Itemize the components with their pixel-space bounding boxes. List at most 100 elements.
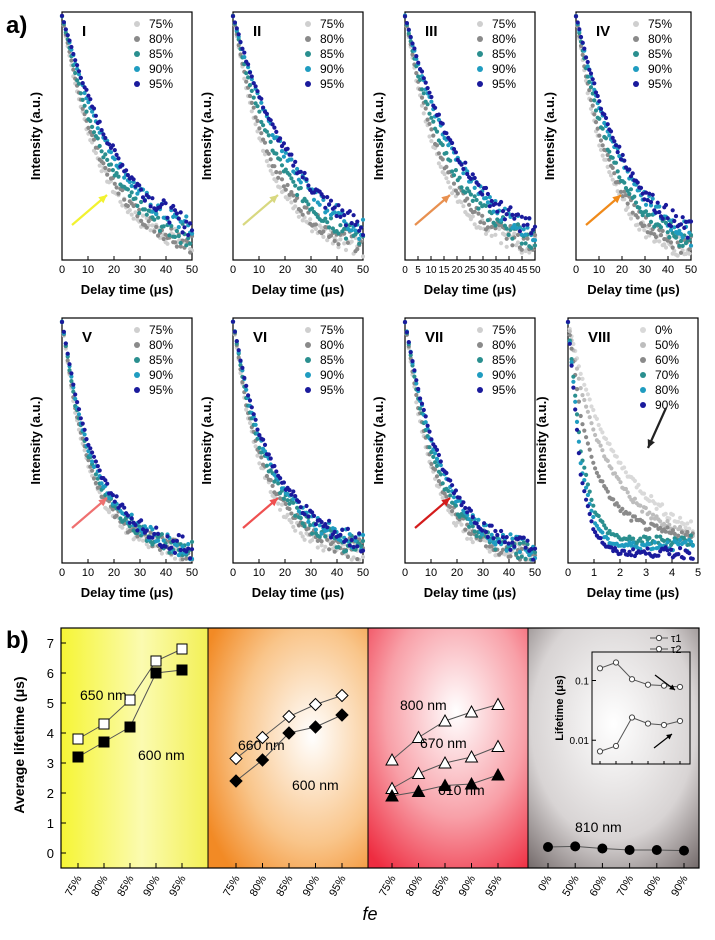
decay-point <box>614 501 619 506</box>
x-tick-label: 40 <box>160 567 172 579</box>
legend-label: 85% <box>149 47 173 61</box>
decay-point <box>515 212 521 217</box>
decay-point <box>607 133 612 138</box>
decay-point <box>427 429 432 434</box>
decay-point <box>605 122 610 127</box>
decay-point <box>622 189 627 194</box>
data-point <box>570 841 581 852</box>
decay-point <box>283 167 288 172</box>
series-90pct <box>565 319 695 561</box>
decay-point <box>585 59 590 65</box>
decay-point <box>585 392 591 397</box>
legend-label: 95% <box>320 383 344 397</box>
series-95pct <box>402 320 538 562</box>
decay-point <box>640 191 645 196</box>
decay-point <box>650 512 656 517</box>
series-label: 800 nm <box>400 697 447 713</box>
decay-point <box>293 183 298 188</box>
decay-point <box>112 157 117 162</box>
decay-point <box>178 240 183 246</box>
decay-point <box>255 118 260 123</box>
decay-point <box>146 195 151 200</box>
x-tick-label: 95% <box>327 873 349 898</box>
decay-point <box>476 517 481 522</box>
decay-point <box>91 106 97 111</box>
decay-point <box>635 222 640 227</box>
decay-panel-viii: VIII Intensity (a.u.) Delay time (μs) 0 1 2 3 4… <box>534 317 701 600</box>
decay-point <box>412 374 417 379</box>
decay-point <box>663 529 668 534</box>
decay-point <box>643 505 648 511</box>
decay-point <box>84 87 89 92</box>
decay-point <box>663 245 669 250</box>
decay-point <box>670 528 676 533</box>
legend-marker <box>633 21 639 27</box>
decay-point <box>306 202 311 207</box>
decay-point <box>489 233 494 238</box>
decay-point <box>171 538 176 544</box>
decay-point <box>321 229 326 234</box>
decay-point <box>238 39 243 45</box>
decay-point <box>251 95 256 100</box>
decay-point <box>302 170 307 176</box>
decay-point <box>690 543 695 548</box>
decay-point <box>587 397 592 402</box>
decay-point <box>76 69 82 74</box>
decay-point <box>588 71 594 76</box>
decay-point <box>97 468 102 473</box>
decay-point <box>298 515 303 521</box>
data-point <box>679 845 689 856</box>
data-point <box>72 733 84 745</box>
decay-point <box>591 503 596 508</box>
decay-point <box>300 175 305 180</box>
decay-point <box>80 81 85 86</box>
decay-point <box>161 538 166 543</box>
y-tick-label: 6 <box>47 666 54 681</box>
series-650-nm: 650 nm <box>72 643 188 745</box>
decay-point <box>665 548 670 553</box>
decay-point <box>80 106 85 111</box>
decay-point <box>279 177 285 182</box>
decay-point <box>521 540 526 545</box>
decay-point <box>71 382 76 387</box>
decay-point <box>230 319 236 324</box>
inset-y-tick-label: 0.01 <box>570 736 590 747</box>
decay-point <box>429 115 434 120</box>
data-point <box>385 752 399 766</box>
decay-point <box>638 503 643 508</box>
series-80pct <box>59 319 195 562</box>
decay-point <box>315 545 320 550</box>
decay-point <box>638 209 644 214</box>
legend-marker <box>640 402 646 408</box>
decay-point <box>625 201 630 206</box>
decay-point <box>431 454 436 459</box>
lifetime-y-ticks: 0 1 2 3 4 5 6 7 <box>47 636 66 861</box>
decay-point <box>289 511 294 516</box>
decay-point <box>573 393 578 398</box>
x-tick-label: 5 <box>415 265 421 276</box>
decay-point <box>244 79 249 84</box>
decay-point <box>567 333 572 338</box>
decay-point <box>598 147 604 152</box>
decay-point <box>487 204 492 209</box>
decay-point <box>281 154 286 159</box>
decay-point <box>687 251 692 256</box>
decay-point <box>625 552 630 558</box>
decay-point <box>360 554 366 560</box>
data-point <box>98 736 110 748</box>
decay-x-label: Delay time (μs) <box>252 585 345 600</box>
decay-point <box>474 533 479 539</box>
series-670-nm: 670 nm <box>385 735 505 794</box>
legend-label: 80% <box>492 32 516 46</box>
decay-point <box>672 248 677 253</box>
decay-point <box>188 556 193 561</box>
decay-point <box>472 185 477 190</box>
decay-point <box>261 137 266 142</box>
decay-point <box>95 464 100 469</box>
region-yellow <box>61 628 208 868</box>
decay-point <box>602 112 607 117</box>
decay-point <box>264 463 269 468</box>
decay-point <box>278 157 283 162</box>
